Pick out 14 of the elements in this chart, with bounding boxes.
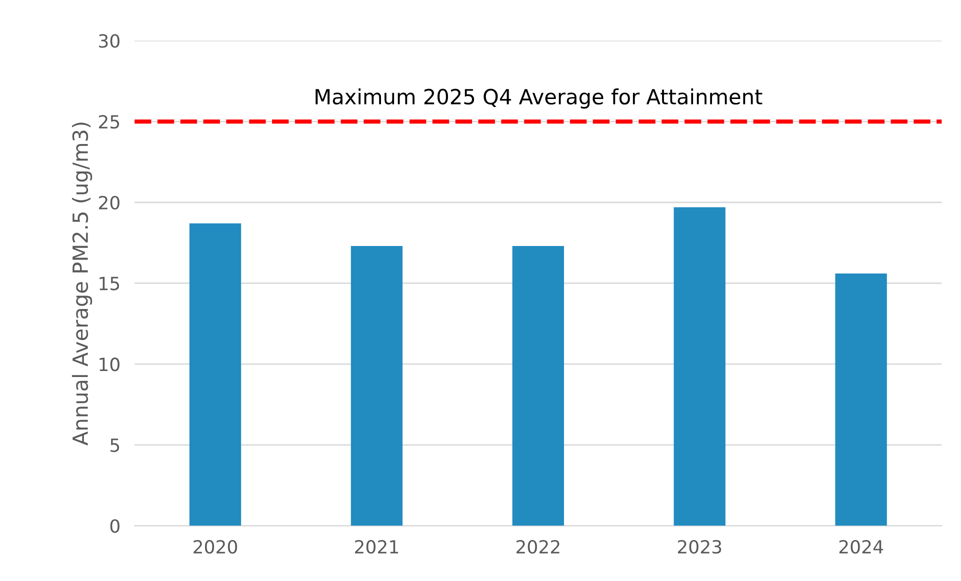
ref-line-label: Maximum 2025 Q4 Average for Attainment: [316, 88, 762, 109]
y-tick-label: 30: [99, 34, 120, 48]
x-tick-label: 2021: [355, 540, 398, 554]
y-tick-label: 15: [100, 276, 120, 290]
x-tick-label: 2020: [194, 540, 238, 554]
x-tick-label: 2024: [839, 540, 884, 554]
y-axis-title: Annual Average PM2.5 (ug/m3): [72, 122, 92, 446]
y-tick-label: 5: [110, 438, 120, 452]
y-tick-label: 20: [99, 196, 120, 210]
x-tick-label: 2022: [516, 540, 560, 554]
x-tick-label: 2023: [678, 540, 722, 554]
y-tick-label: 10: [100, 358, 120, 372]
y-tick-label: 0: [110, 519, 120, 533]
y-tick-label: 25: [99, 114, 120, 129]
